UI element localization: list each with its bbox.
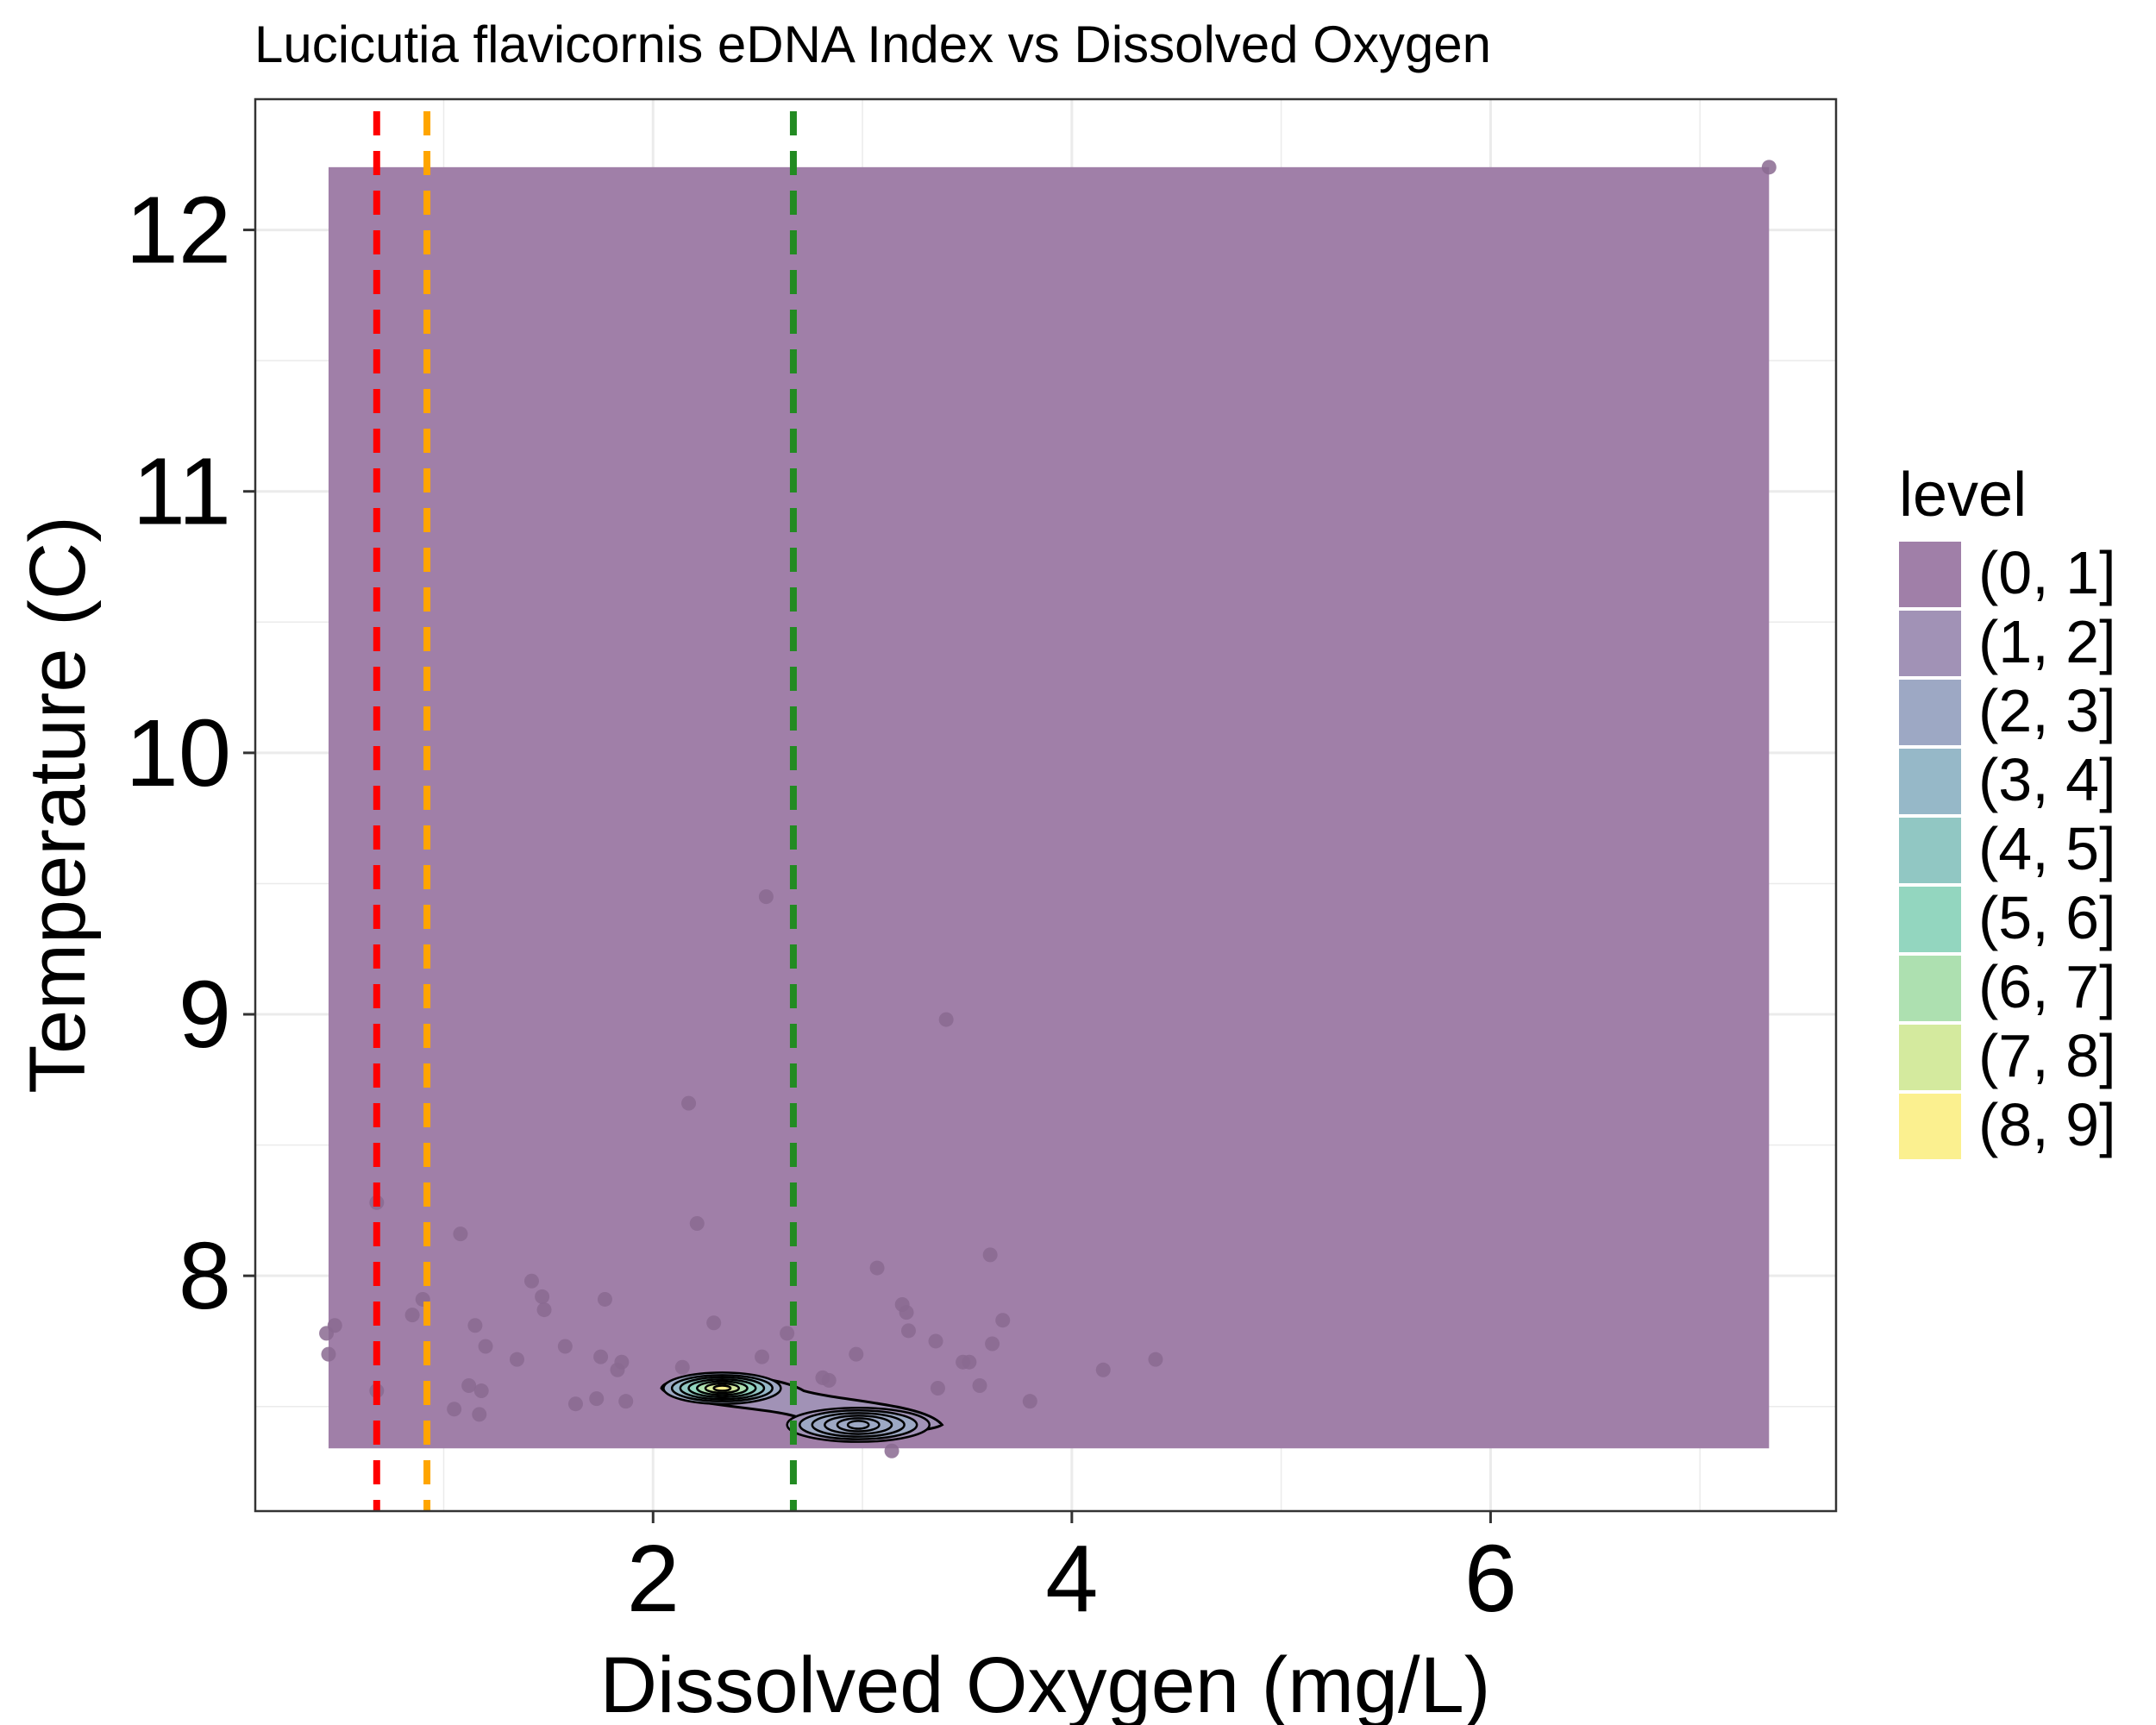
- y-tick-label: 12: [126, 178, 231, 284]
- legend-title: level: [1899, 461, 2027, 530]
- data-point: [821, 1372, 837, 1388]
- data-point: [938, 1012, 954, 1027]
- x-tick-label: 6: [1464, 1526, 1517, 1632]
- data-point: [706, 1315, 722, 1331]
- legend-key: [1899, 956, 1961, 1021]
- contour-ring-right: [846, 1420, 870, 1430]
- data-point: [985, 1336, 1000, 1352]
- legend-label: (6, 7]: [1978, 953, 2116, 1020]
- data-point: [972, 1377, 987, 1393]
- legend-label: (5, 6]: [1978, 884, 2116, 951]
- data-point: [567, 1396, 583, 1412]
- legend-label: (4, 5]: [1978, 815, 2116, 882]
- legend-key: [1899, 749, 1961, 814]
- y-tick-label: 11: [133, 439, 231, 545]
- scatter-points: [319, 160, 1777, 1458]
- data-point: [899, 1305, 914, 1320]
- data-point: [589, 1391, 605, 1407]
- x-tick-label: 4: [1045, 1526, 1098, 1632]
- y-axis-title: Temperature (C): [14, 516, 102, 1094]
- x-axis-title: Dissolved Oxygen (mg/L): [600, 1641, 1491, 1725]
- data-point: [614, 1354, 630, 1370]
- data-point: [472, 1407, 487, 1422]
- data-point: [473, 1383, 489, 1399]
- legend-key: [1899, 1094, 1961, 1159]
- data-point: [900, 1323, 916, 1339]
- data-point: [509, 1352, 524, 1367]
- data-point: [884, 1443, 899, 1458]
- data-point: [674, 1359, 690, 1375]
- threshold-lines: [373, 111, 797, 1511]
- legend-label: (8, 9]: [1978, 1091, 2116, 1158]
- legend-label: (2, 3]: [1978, 677, 2116, 744]
- legend-key: [1899, 680, 1961, 745]
- x-tick-label: 2: [627, 1526, 680, 1632]
- data-point: [327, 1318, 342, 1333]
- contour-ring-left: [712, 1384, 732, 1392]
- data-point: [849, 1346, 864, 1362]
- data-point: [523, 1273, 539, 1289]
- data-point: [593, 1349, 609, 1364]
- data-point: [461, 1377, 477, 1393]
- data-point: [453, 1226, 468, 1242]
- density-region: [328, 166, 1770, 1449]
- legend-label: (3, 4]: [1978, 746, 2116, 813]
- chart-title: Lucicutia flavicornis eDNA Index vs Diss…: [254, 16, 1491, 73]
- y-tick-label: 8: [179, 1223, 231, 1329]
- contour-line-layer: [662, 1371, 931, 1443]
- data-point: [962, 1354, 977, 1370]
- data-point: [869, 1260, 885, 1276]
- legend-label: (1, 2]: [1978, 608, 2116, 675]
- data-point: [535, 1289, 550, 1304]
- y-tick-label: 9: [179, 962, 231, 1068]
- data-point: [1148, 1352, 1163, 1367]
- data-point: [404, 1308, 420, 1323]
- legend-label: (0, 1]: [1978, 539, 2116, 606]
- data-point: [780, 1326, 795, 1341]
- legend-label: (7, 8]: [1978, 1022, 2116, 1089]
- data-point: [755, 1349, 770, 1364]
- data-point: [478, 1339, 493, 1354]
- data-point: [689, 1216, 705, 1232]
- data-point: [1095, 1362, 1111, 1377]
- data-point: [447, 1402, 462, 1417]
- data-point: [928, 1333, 943, 1349]
- panel-border: [254, 97, 1838, 1513]
- data-point: [557, 1339, 573, 1354]
- data-point: [467, 1318, 483, 1333]
- data-point: [597, 1291, 612, 1307]
- data-point: [758, 889, 774, 905]
- data-point: [1761, 160, 1777, 175]
- data-point: [930, 1381, 945, 1396]
- y-axis-ticks: 8 9 10 11 12: [126, 178, 255, 1329]
- data-point: [618, 1394, 634, 1409]
- legend-key: [1899, 818, 1961, 883]
- data-point: [536, 1302, 552, 1318]
- data-point: [995, 1313, 1011, 1328]
- x-axis-ticks: 2 4 6: [627, 1511, 1517, 1632]
- data-point: [1022, 1394, 1037, 1409]
- data-point: [681, 1095, 697, 1111]
- legend: (0, 1](1, 2](2, 3](3, 4](4, 5](5, 6](6, …: [1899, 539, 2116, 1159]
- data-point: [321, 1346, 336, 1362]
- data-point: [982, 1247, 998, 1263]
- density-fill-layer: [328, 166, 1770, 1449]
- legend-key: [1899, 1025, 1961, 1090]
- legend-key: [1899, 611, 1961, 676]
- legend-key: [1899, 542, 1961, 607]
- legend-key: [1899, 887, 1961, 952]
- y-tick-label: 10: [126, 700, 231, 806]
